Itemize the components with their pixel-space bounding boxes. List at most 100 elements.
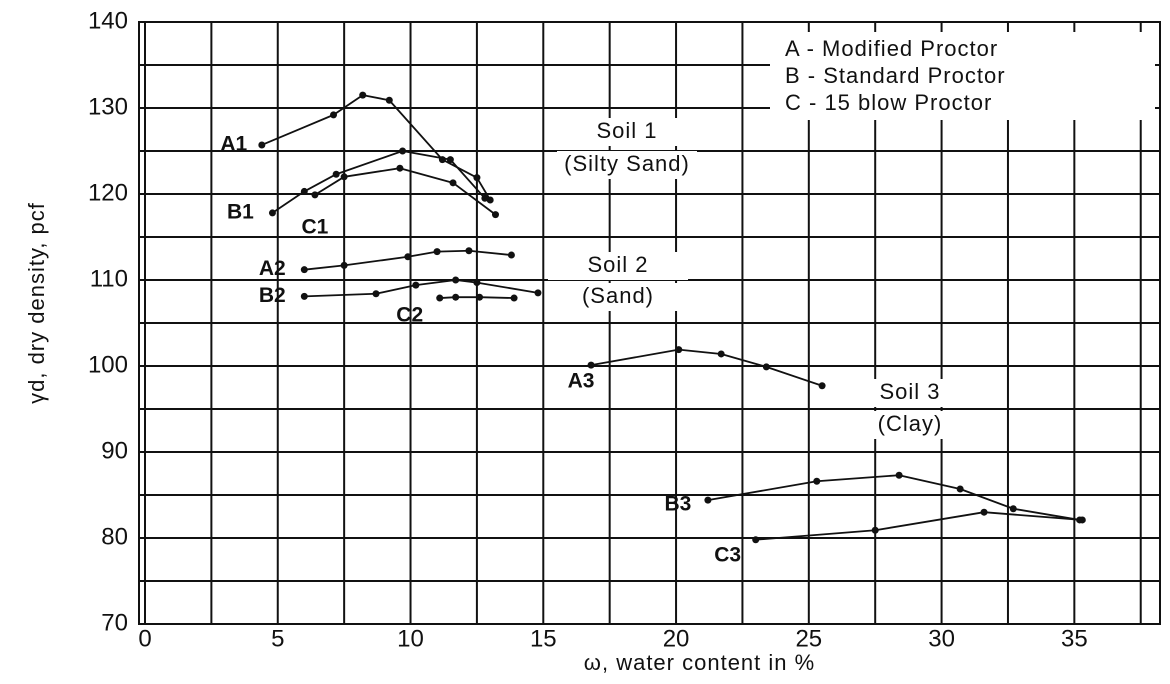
legend-box bbox=[770, 32, 1155, 120]
data-point bbox=[491, 211, 499, 219]
data-point bbox=[359, 91, 367, 99]
data-point bbox=[330, 111, 338, 119]
data-point bbox=[340, 261, 348, 269]
curve-label: A1 bbox=[220, 133, 247, 156]
curve bbox=[271, 150, 486, 214]
data-point bbox=[258, 141, 266, 149]
data-point bbox=[452, 276, 460, 284]
x-tick-label: 15 bbox=[530, 625, 557, 652]
data-point bbox=[332, 170, 340, 178]
annotation-bg bbox=[548, 252, 688, 280]
curve bbox=[755, 511, 1083, 541]
data-point bbox=[404, 253, 412, 261]
data-point bbox=[476, 293, 484, 301]
data-point bbox=[433, 248, 441, 256]
x-tick-label: 20 bbox=[663, 625, 690, 652]
y-tick-label: 70 bbox=[101, 609, 128, 636]
data-point bbox=[704, 496, 712, 504]
y-tick-label: 80 bbox=[101, 523, 128, 550]
annotation-bg bbox=[548, 283, 688, 311]
data-point bbox=[813, 477, 821, 485]
data-point bbox=[399, 147, 407, 155]
data-point bbox=[507, 251, 515, 259]
curve bbox=[590, 348, 823, 387]
curve bbox=[439, 296, 515, 299]
data-point bbox=[871, 526, 879, 534]
curve-label: A2 bbox=[259, 257, 286, 280]
annotation-bg bbox=[557, 118, 697, 146]
x-tick-label: 5 bbox=[271, 625, 284, 652]
x-tick-label: 0 bbox=[138, 625, 151, 652]
data-point bbox=[268, 209, 276, 217]
x-tick-label: 25 bbox=[795, 625, 822, 652]
data-point bbox=[510, 294, 518, 302]
data-point bbox=[486, 196, 494, 204]
data-point bbox=[396, 164, 404, 172]
curve-label: B2 bbox=[259, 284, 286, 307]
y-axis-label: γd, dry density, pcf bbox=[24, 202, 49, 404]
curve-label: B3 bbox=[664, 493, 691, 516]
data-point bbox=[452, 293, 460, 301]
data-point bbox=[980, 508, 988, 516]
plot-frame bbox=[138, 21, 1161, 625]
data-point bbox=[449, 179, 457, 187]
data-point bbox=[818, 382, 826, 390]
curve bbox=[707, 474, 1080, 521]
curve bbox=[304, 279, 539, 298]
annotation: Soil 2 bbox=[587, 252, 648, 277]
y-tick-label: 100 bbox=[88, 351, 128, 378]
data-point bbox=[473, 279, 481, 287]
data-point bbox=[762, 363, 770, 371]
annotation-bg bbox=[840, 411, 980, 439]
data-point bbox=[412, 281, 420, 289]
data-point bbox=[300, 292, 308, 300]
data-point bbox=[465, 247, 473, 255]
x-tick-label: 10 bbox=[397, 625, 424, 652]
annotation: (Clay) bbox=[878, 411, 943, 436]
data-point bbox=[534, 289, 542, 297]
data-point bbox=[311, 191, 319, 199]
annotation: (Silty Sand) bbox=[564, 151, 690, 176]
data-point bbox=[446, 156, 454, 164]
curve-label: B1 bbox=[227, 200, 254, 223]
data-point bbox=[473, 174, 481, 182]
data-point bbox=[717, 350, 725, 358]
data-point bbox=[587, 361, 595, 369]
data-point bbox=[385, 96, 393, 104]
y-tick-label: 90 bbox=[101, 437, 128, 464]
annotation: (Sand) bbox=[582, 283, 654, 308]
curve-label: A3 bbox=[568, 370, 595, 393]
data-point bbox=[752, 536, 760, 544]
data-point bbox=[675, 346, 683, 354]
data-point bbox=[956, 485, 964, 493]
data-point bbox=[300, 266, 308, 274]
annotation: Soil 3 bbox=[879, 379, 940, 404]
data-point bbox=[895, 471, 903, 479]
x-tick-label: 35 bbox=[1061, 625, 1088, 652]
data-point bbox=[481, 194, 489, 202]
legend-entry: B - Standard Proctor bbox=[785, 63, 1006, 88]
data-point bbox=[372, 290, 380, 298]
data-point bbox=[340, 173, 348, 181]
x-tick-label: 30 bbox=[928, 625, 955, 652]
x-axis-label: ω, water content in % bbox=[584, 650, 815, 675]
y-tick-label: 130 bbox=[88, 93, 128, 120]
curve-label: C3 bbox=[714, 543, 741, 566]
curve-label: C1 bbox=[302, 215, 329, 238]
curve-label: C2 bbox=[396, 304, 423, 327]
y-tick-label: 120 bbox=[88, 179, 128, 206]
legend-entry: C - 15 blow Proctor bbox=[785, 90, 992, 115]
data-point bbox=[1009, 505, 1017, 513]
legend-entry: A - Modified Proctor bbox=[785, 36, 998, 61]
y-tick-label: 110 bbox=[90, 265, 128, 292]
y-tick-label: 140 bbox=[88, 7, 128, 34]
curve bbox=[304, 249, 512, 271]
data-point bbox=[300, 187, 308, 195]
annotation: Soil 1 bbox=[596, 118, 657, 143]
annotation-bg bbox=[840, 379, 980, 407]
data-point bbox=[436, 294, 444, 302]
annotation-bg bbox=[557, 151, 697, 179]
